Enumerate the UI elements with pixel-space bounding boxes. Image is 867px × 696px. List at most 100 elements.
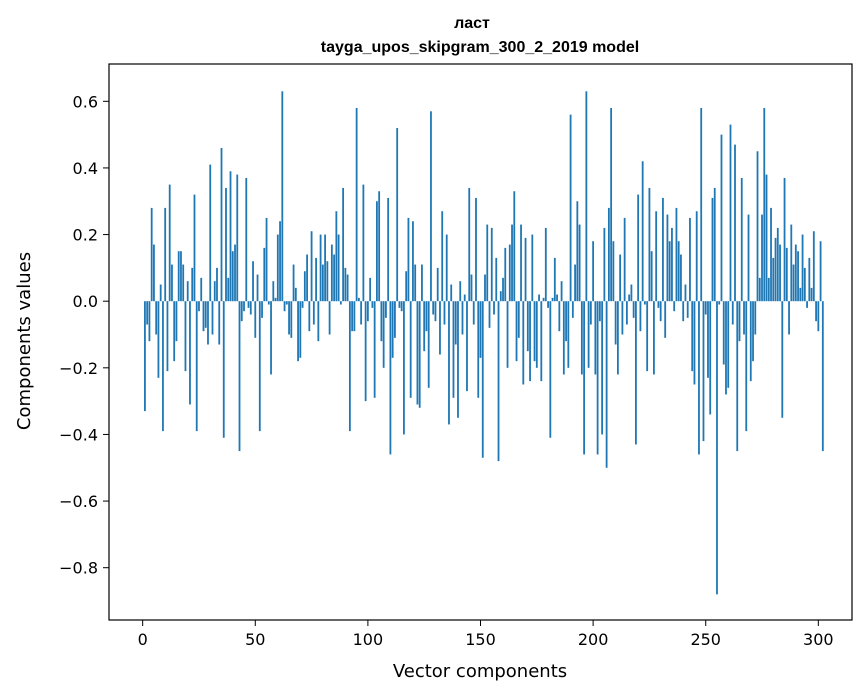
bar (792, 264, 795, 302)
bar (227, 277, 230, 302)
bar (790, 224, 793, 302)
bar (218, 301, 221, 345)
x-tick-label: 250 (690, 630, 721, 649)
bar (430, 111, 432, 302)
bar (731, 301, 734, 325)
bar (310, 231, 313, 302)
bar (380, 301, 383, 342)
bar (635, 301, 637, 445)
bar (713, 187, 716, 302)
bar (729, 124, 732, 302)
bar (324, 234, 326, 302)
bar (308, 301, 311, 332)
bar (495, 257, 498, 302)
bar (292, 264, 295, 302)
bar (484, 274, 486, 302)
bar (337, 234, 340, 302)
bars-group (144, 91, 824, 595)
bar (243, 301, 245, 312)
bar (644, 301, 646, 305)
bar (409, 301, 412, 398)
bar (653, 301, 655, 375)
bar (772, 257, 775, 302)
bar (585, 91, 588, 302)
bar (448, 301, 450, 425)
bar (382, 301, 385, 368)
bar (614, 301, 617, 345)
bar (675, 207, 678, 302)
bar (272, 281, 275, 302)
bar (317, 301, 320, 342)
bar (623, 217, 626, 302)
bar (549, 301, 552, 438)
bar (391, 301, 394, 358)
bar (610, 107, 613, 302)
bar (252, 261, 254, 302)
bar (711, 197, 714, 302)
bar (213, 281, 216, 302)
bar (283, 301, 286, 312)
bar (689, 217, 691, 302)
bar (348, 301, 351, 432)
bar (171, 264, 173, 302)
bar (405, 271, 408, 302)
bar (211, 301, 214, 335)
bar (162, 301, 164, 432)
bar (655, 211, 658, 302)
bar (821, 301, 824, 452)
bar (371, 301, 374, 308)
y-tick-label: −0.4 (59, 425, 98, 444)
bar (794, 244, 797, 302)
bar (173, 301, 176, 362)
bar (799, 287, 802, 302)
bar (783, 177, 786, 302)
bar (466, 301, 468, 392)
bar (625, 301, 628, 325)
y-tick-label: 0.0 (73, 292, 98, 311)
bar (290, 301, 293, 338)
bar (646, 301, 649, 372)
bar (240, 301, 243, 322)
bar (765, 174, 768, 302)
bar (684, 284, 687, 302)
bar (146, 301, 149, 325)
bar (583, 301, 585, 455)
bar (416, 301, 419, 405)
bar (542, 297, 545, 302)
bar (355, 107, 358, 302)
bar (164, 207, 167, 302)
bar (369, 277, 372, 302)
bar (357, 297, 360, 302)
bar (621, 301, 624, 335)
bar (159, 284, 162, 302)
bar (414, 264, 417, 302)
bar (270, 301, 272, 375)
bar (659, 301, 662, 322)
bar (569, 114, 572, 302)
bar (515, 301, 518, 362)
bar (387, 197, 390, 302)
bar (155, 301, 158, 335)
bar (774, 237, 777, 302)
x-tick-label: 200 (578, 630, 609, 649)
bar (427, 301, 430, 388)
bar (526, 301, 529, 352)
bar (662, 197, 664, 302)
bar (328, 301, 331, 335)
bar (776, 227, 779, 302)
x-tick-label: 50 (245, 630, 265, 649)
bar (664, 301, 667, 338)
x-tick-label: 100 (353, 630, 384, 649)
bar (601, 301, 604, 435)
bar (747, 214, 750, 302)
bar (157, 301, 160, 378)
bar (182, 264, 185, 302)
bar (486, 224, 489, 302)
bar (533, 301, 536, 362)
bar (177, 251, 180, 302)
bar (457, 301, 459, 418)
chart-title: ласт (454, 15, 490, 32)
bar (736, 301, 739, 452)
bar (650, 251, 653, 302)
bar (421, 264, 423, 302)
